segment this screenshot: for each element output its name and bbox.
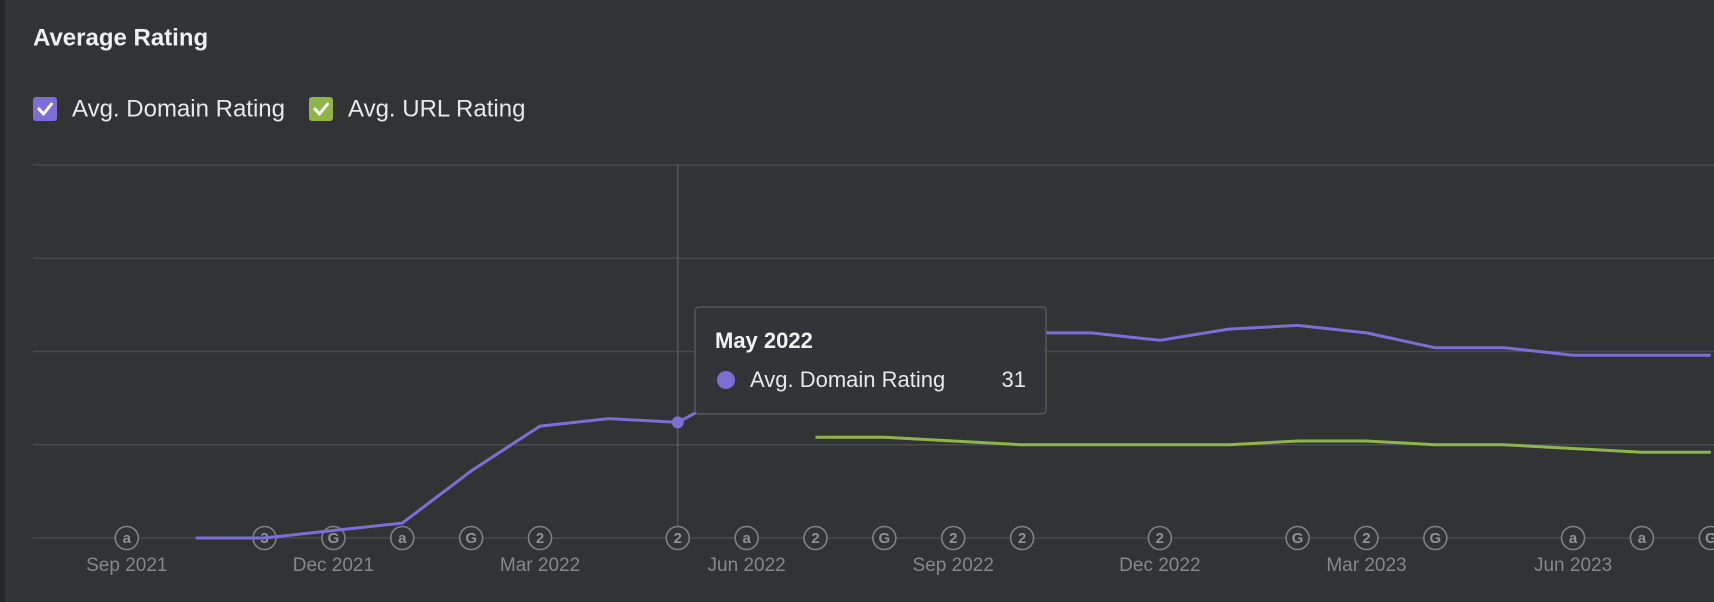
x-tick-label: Sep 2022 [913, 555, 994, 576]
annotation-badge [1698, 525, 1714, 551]
panel-edge [0, 0, 5, 602]
annotation-label: 2 [1018, 530, 1026, 547]
x-tick-label: Mar 2022 [500, 555, 580, 576]
annotation-badge [527, 525, 553, 551]
annotation-badge [389, 525, 415, 551]
check-mark [313, 102, 329, 116]
annotation-label: G [1292, 530, 1304, 547]
x-tick-label: Mar 2023 [1326, 555, 1406, 576]
annotation-badge [803, 525, 828, 551]
annotation-label: 2 [1362, 530, 1370, 547]
annotation-label: G [1429, 530, 1441, 547]
hover-point [671, 416, 684, 429]
annotation-label: 2 [536, 530, 544, 547]
x-tick-label: Jun 2023 [1534, 555, 1612, 576]
annotation-label: G [465, 530, 477, 547]
legend-item[interactable]: Avg. Domain Rating [33, 95, 285, 122]
legend-checkbox [33, 97, 57, 121]
annotation-badge [1423, 525, 1448, 551]
tooltip-value: 31 [1002, 367, 1026, 392]
x-axis: Sep 2021 Dec 2021 Mar 2022 Jun 2022 Sep 2022… [86, 555, 1612, 576]
annotation-label: G [879, 530, 891, 547]
x-tick-label: Dec 2022 [1119, 555, 1200, 576]
annotation-label: a [123, 530, 132, 547]
annotation-label: G [328, 530, 340, 547]
x-tick-label: Dec 2021 [293, 555, 374, 576]
check-mark [37, 102, 53, 116]
annotation-label: a [398, 530, 407, 547]
legend-label: Avg. URL Rating [348, 95, 525, 122]
annotation-badge [458, 525, 484, 551]
legend-checkbox [309, 97, 333, 121]
annotation-badge [1285, 525, 1310, 551]
annotation-badge [1354, 525, 1379, 551]
annotation-label: G [1705, 530, 1714, 547]
x-tick-label: Sep 2021 [86, 555, 167, 576]
annotation-badge [114, 525, 140, 551]
annotation-badge [940, 525, 966, 551]
annotation-label: 2 [1156, 530, 1164, 547]
annotation-badge [734, 525, 759, 551]
annotation-badge [1560, 525, 1586, 551]
annotation-label: 2 [674, 530, 682, 547]
legend-item[interactable]: Avg. URL Rating [309, 95, 525, 122]
annotation-label: a [1638, 530, 1647, 547]
legend: Avg. Domain Rating Avg. URL Rating [33, 95, 525, 122]
annotation-label: 2 [949, 530, 957, 547]
annotation-badge [1629, 525, 1655, 551]
tooltip-title: May 2022 [715, 328, 813, 353]
annotation-label: a [1569, 530, 1578, 547]
tooltip: May 2022 Avg. Domain Rating 31 [694, 306, 1047, 415]
annotation-badge [665, 525, 691, 551]
annotation-label: a [742, 530, 751, 547]
annotation-badge [1147, 525, 1173, 551]
tooltip-series: Avg. Domain Rating [750, 367, 945, 392]
annotation-badge [872, 525, 897, 551]
chart-title: Average Rating [33, 24, 208, 51]
tooltip-swatch [717, 371, 735, 389]
legend-label: Avg. Domain Rating [72, 95, 285, 122]
annotation-label: 2 [811, 530, 819, 547]
series-line [815, 435, 1711, 454]
annotation-badge [1009, 525, 1035, 551]
tooltip-box [694, 306, 1047, 415]
x-tick-label: Jun 2022 [708, 555, 786, 576]
